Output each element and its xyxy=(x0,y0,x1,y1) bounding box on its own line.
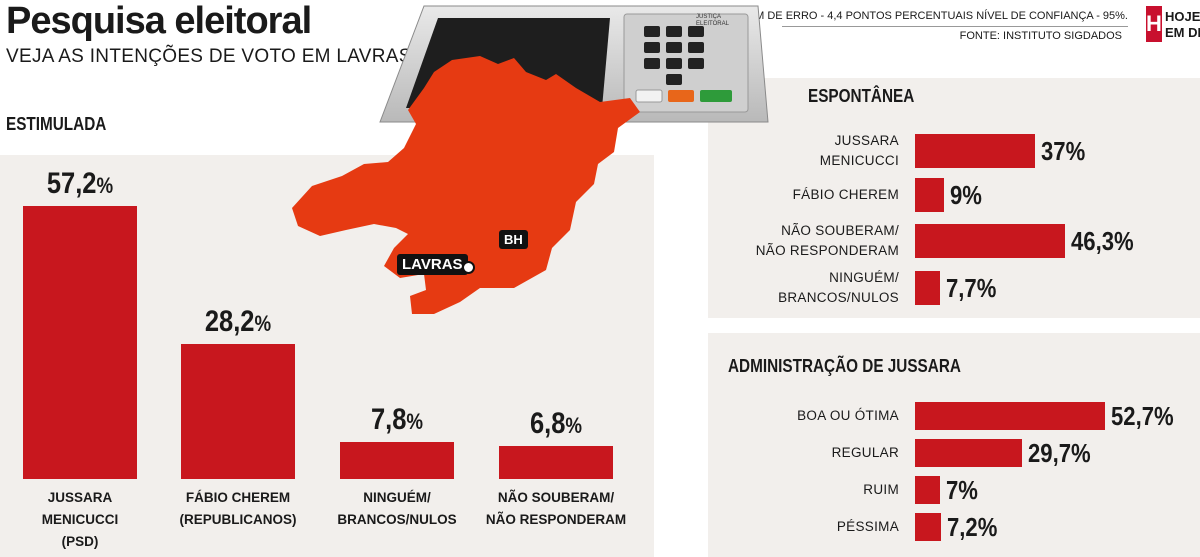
estimulada-title: ESTIMULADA xyxy=(6,114,107,134)
espontanea-bar xyxy=(915,271,940,305)
estimulada-category-label: JUSSARA MENICUCCI (PSD) xyxy=(41,490,119,549)
urn-keypad xyxy=(644,26,704,85)
urn-confirma-button xyxy=(700,90,732,102)
logo-letter: H xyxy=(1146,6,1162,42)
state-shape xyxy=(292,56,640,314)
espontanea-category-label: NINGUÉM/ BRANCOS/NULOS xyxy=(778,270,899,305)
source-note: FONTE: INSTITUTO SIGDADOS xyxy=(959,30,1122,42)
administracao-value-label: 29,7% xyxy=(1028,438,1091,468)
espontanea-category-label: JUSSARA MENICUCCI xyxy=(819,133,899,168)
administracao-bar xyxy=(915,402,1105,430)
estimulada-value-label: 57,2% xyxy=(46,167,114,200)
espontanea-category-label: NÃO SOUBERAM/ NÃO RESPONDERAM xyxy=(755,223,899,258)
estimulada-value-label: 6,8% xyxy=(529,407,583,440)
margin-note: MARGEM DE ERRO - 4,4 PONTOS PERCENTUAIS … xyxy=(714,10,1128,22)
estimulada-value-label: 7,8% xyxy=(370,403,424,436)
espontanea-value-label: 9% xyxy=(950,180,982,210)
logo-line1: HOJE xyxy=(1165,9,1200,24)
administracao-category-label: BOA OU ÓTIMA xyxy=(797,408,899,423)
logo-line2: EM DIA xyxy=(1165,25,1200,40)
estimulada-category-label: NINGUÉM/ BRANCOS/NULOS xyxy=(337,490,457,527)
administracao-category-label: RUIM xyxy=(863,482,899,497)
estimulada-bar xyxy=(340,442,454,479)
urn-branco-button xyxy=(635,89,663,103)
page-subtitle: VEJA AS INTENÇÕES DE VOTO EM LAVRAS xyxy=(6,46,412,67)
espontanea-bar xyxy=(915,224,1065,258)
administracao-value-label: 52,7% xyxy=(1111,401,1174,431)
lavras-label: LAVRAS xyxy=(397,254,468,275)
espontanea-category-label: FÁBIO CHEREM xyxy=(792,187,899,202)
espontanea-value-label: 7,7% xyxy=(946,273,997,303)
page-title: Pesquisa eleitoral xyxy=(6,0,312,42)
urn-label-2: ELEITORAL xyxy=(696,21,730,27)
lavras-marker xyxy=(462,261,475,274)
estimulada-bar xyxy=(499,446,613,479)
brand-logo: H HOJE EM DIA xyxy=(1146,6,1200,42)
espontanea-value-label: 46,3% xyxy=(1071,226,1134,256)
estimulada-bar xyxy=(181,344,295,479)
minas-gerais-map xyxy=(292,56,640,314)
estimulada-bar xyxy=(23,206,137,479)
espontanea-title: ESPONTÂNEA xyxy=(808,86,915,106)
administracao-bar xyxy=(915,439,1022,467)
administracao-title: ADMINISTRAÇÃO DE JUSSARA xyxy=(728,356,961,376)
administracao-bar xyxy=(915,476,940,504)
espontanea-bar xyxy=(915,134,1035,168)
administracao-value-label: 7% xyxy=(946,475,978,505)
administracao-category-label: PÉSSIMA xyxy=(836,519,899,534)
espontanea-value-label: 37% xyxy=(1041,136,1086,166)
estimulada-category-label: FÁBIO CHEREM (REPUBLICANOS) xyxy=(179,490,297,527)
estimulada-value-label: 28,2% xyxy=(204,305,272,338)
espontanea-bar xyxy=(915,178,944,212)
administracao-category-label: REGULAR xyxy=(831,445,899,460)
estimulada-category-label: NÃO SOUBERAM/ NÃO RESPONDERAM xyxy=(485,490,627,527)
espontanea-panel xyxy=(708,78,1200,318)
administracao-bar xyxy=(915,513,941,541)
urn-label-1: JUSTIÇA xyxy=(696,14,721,20)
administracao-value-label: 7,2% xyxy=(947,512,998,542)
bh-label: BH xyxy=(499,230,528,249)
urn-corrige-button xyxy=(668,90,694,102)
estimulada-chart: 57,2% JUSSARA MENICUCCI (PSD) 28,2% FÁBIO C… xyxy=(23,167,627,549)
header-divider xyxy=(782,26,1128,27)
